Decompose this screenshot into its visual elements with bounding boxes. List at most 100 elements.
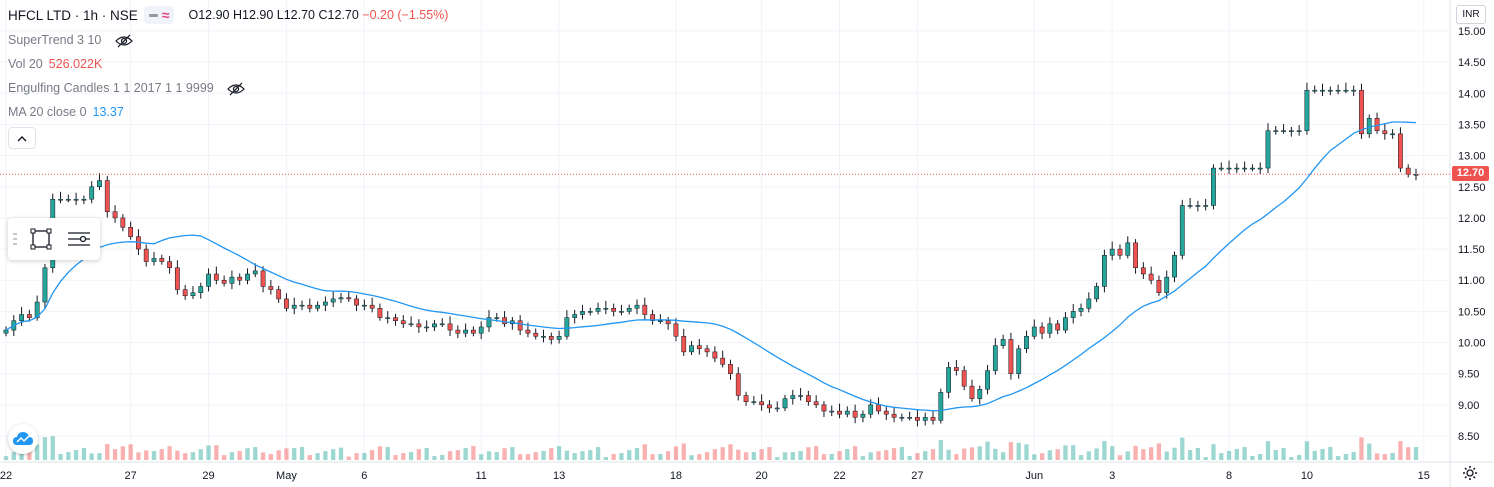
volume-bar [580, 451, 585, 460]
volume-bar [385, 447, 390, 460]
volume-bar [1390, 453, 1395, 460]
dash-icon [148, 13, 158, 17]
volume-bar [276, 450, 281, 460]
ma20-line [5, 121, 1417, 412]
volume-bar [97, 453, 102, 460]
volume-bar [494, 452, 499, 460]
collapse-legend-button[interactable] [8, 127, 36, 149]
volume-bar [1203, 457, 1208, 460]
volume-bar [1039, 453, 1045, 460]
volume-bar [1406, 447, 1411, 460]
indicator-ma[interactable]: MA 20 close 0 13.37 [8, 105, 124, 119]
indicator-supertrend[interactable]: SuperTrend 3 10 [8, 33, 133, 48]
tradingview-logo[interactable] [8, 424, 38, 454]
volume-bar [167, 446, 172, 460]
settings-gear-icon[interactable] [1462, 465, 1478, 481]
currency-badge[interactable]: INR [1456, 5, 1486, 24]
candle-body [564, 317, 570, 337]
line-style-button[interactable] [60, 218, 98, 260]
candle-body [953, 367, 959, 371]
candle-body [323, 301, 328, 306]
candle-body [1211, 167, 1216, 206]
candle-body [19, 314, 24, 321]
candle-body [813, 401, 819, 406]
volume-bar [229, 452, 235, 460]
volume-bar [1242, 447, 1247, 460]
volume-bar [120, 446, 125, 460]
x-tick-label: 18 [670, 470, 682, 482]
volume-bar [1250, 456, 1255, 460]
volume-bar [736, 449, 741, 460]
volume-bar [159, 449, 164, 460]
y-tick-label: 13.50 [1458, 119, 1486, 131]
volume-bar [27, 450, 32, 460]
volume-bar [518, 454, 523, 460]
volume-bar [1110, 446, 1115, 460]
chevron-up-icon [17, 135, 27, 141]
eye-hidden-icon[interactable] [227, 82, 246, 96]
candle-body [696, 345, 702, 350]
candle-body [361, 304, 367, 307]
candle-body [759, 401, 765, 406]
symbol-title[interactable]: HFCL LTD · 1h · NSE [8, 7, 138, 23]
candle-body [346, 297, 352, 300]
candle-body [1273, 130, 1279, 132]
candle-body [673, 323, 679, 337]
x-tick-label: 13 [553, 470, 565, 482]
indicator-engulfing[interactable]: Engulfing Candles 1 1 2017 1 1 9999 [8, 81, 246, 96]
volume-bar [634, 448, 640, 460]
volume-bar [1328, 447, 1333, 460]
candle-body [1140, 267, 1146, 275]
volume-bar [1055, 449, 1060, 460]
candle-body [1016, 348, 1022, 374]
candle-body [1133, 242, 1138, 269]
eye-hidden-icon[interactable] [114, 34, 133, 48]
volume-bar [1374, 453, 1380, 460]
candle-body [922, 417, 928, 421]
candle-body [221, 279, 227, 284]
candle-body [992, 345, 998, 371]
candle-body [946, 367, 951, 393]
volume-bar [42, 437, 48, 460]
candle-body [665, 320, 671, 325]
volume-bar [969, 447, 975, 460]
volume-bar [1289, 457, 1294, 460]
volume-bar [369, 450, 375, 460]
indicator-label: MA 20 close 0 [8, 105, 87, 119]
volume-bar [144, 450, 149, 460]
candle-body [1172, 255, 1177, 278]
volume-bar [440, 455, 445, 460]
volume-bar [658, 454, 663, 460]
volume-bar [572, 453, 577, 460]
volume-bar [3, 456, 9, 460]
volume-bar [681, 443, 686, 460]
indicator-volume[interactable]: Vol 20 526.022K [8, 57, 102, 71]
candle-body [915, 417, 920, 421]
symbol-pill[interactable]: ≈ [143, 6, 175, 24]
drag-handle-icon[interactable] [8, 232, 22, 246]
candle-body [619, 311, 624, 313]
y-tick-label: 14.00 [1458, 88, 1486, 100]
candle-body [385, 317, 391, 319]
candle-body [400, 320, 406, 325]
candle-body [1281, 130, 1286, 132]
rectangle-tool-button[interactable] [22, 218, 60, 260]
volume-bar [323, 451, 328, 460]
candle-body [1312, 89, 1318, 92]
ohlc-open: O12.90 [188, 8, 230, 22]
candle-body [1250, 167, 1255, 170]
volume-bar [393, 455, 398, 460]
volume-bar [868, 452, 873, 460]
candle-body [681, 336, 687, 353]
candle-body [1179, 205, 1185, 256]
volume-bar [782, 452, 788, 460]
candle-body [1024, 336, 1029, 350]
candle-body [1039, 326, 1045, 334]
candle-body [837, 410, 842, 415]
candle-body [767, 404, 772, 409]
candle-body [883, 410, 889, 415]
volume-bar [541, 451, 546, 460]
ohlc-low: L12.70 [276, 8, 315, 22]
wave-icon: ≈ [161, 7, 170, 23]
